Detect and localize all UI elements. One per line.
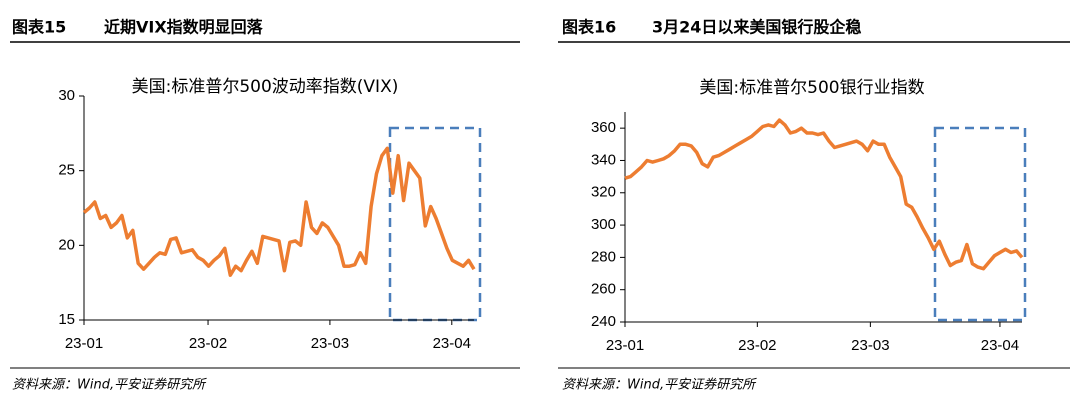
y-tick-label: 20 [58, 236, 75, 253]
y-tick-label: 240 [591, 313, 616, 330]
x-tick-label: 23-02 [189, 335, 227, 352]
x-tick-label: 23-02 [738, 337, 776, 354]
y-tick-label: 25 [58, 162, 75, 179]
source-note: 资料来源：Wind,平安证券研究所 [12, 377, 207, 393]
x-tick-label: 23-04 [981, 337, 1019, 354]
data-line [82, 146, 476, 277]
x-tick-label: 23-04 [433, 335, 471, 352]
y-tick-label: 320 [591, 184, 616, 201]
y-tick-label: 260 [591, 281, 616, 298]
figure-label: 图表16 [562, 18, 616, 37]
highlight-box [933, 126, 1027, 322]
y-tick-label: 300 [591, 216, 616, 233]
data-line [624, 118, 1024, 271]
y-tick-label: 15 [58, 311, 75, 328]
y-tick-label: 340 [591, 151, 616, 168]
x-tick-label: 23-01 [65, 335, 103, 352]
highlight-box [388, 126, 482, 322]
figure-caption: 3月24日以来美国银行股企稳 [652, 18, 861, 37]
y-tick-label: 280 [591, 248, 616, 265]
y-tick-label: 360 [591, 119, 616, 136]
x-tick-label: 23-01 [606, 337, 644, 354]
x-tick-label: 23-03 [851, 337, 889, 354]
chart-title: 美国:标准普尔500银行业指数 [699, 78, 924, 98]
source-note: 资料来源：Wind,平安证券研究所 [562, 377, 757, 393]
figure-caption: 近期VIX指数明显回落 [104, 18, 264, 37]
y-tick-label: 30 [58, 87, 75, 104]
chart-title: 美国:标准普尔500波动率指数(VIX) [132, 77, 399, 97]
figure-label: 图表15 [12, 18, 66, 37]
x-tick-label: 23-03 [311, 335, 349, 352]
